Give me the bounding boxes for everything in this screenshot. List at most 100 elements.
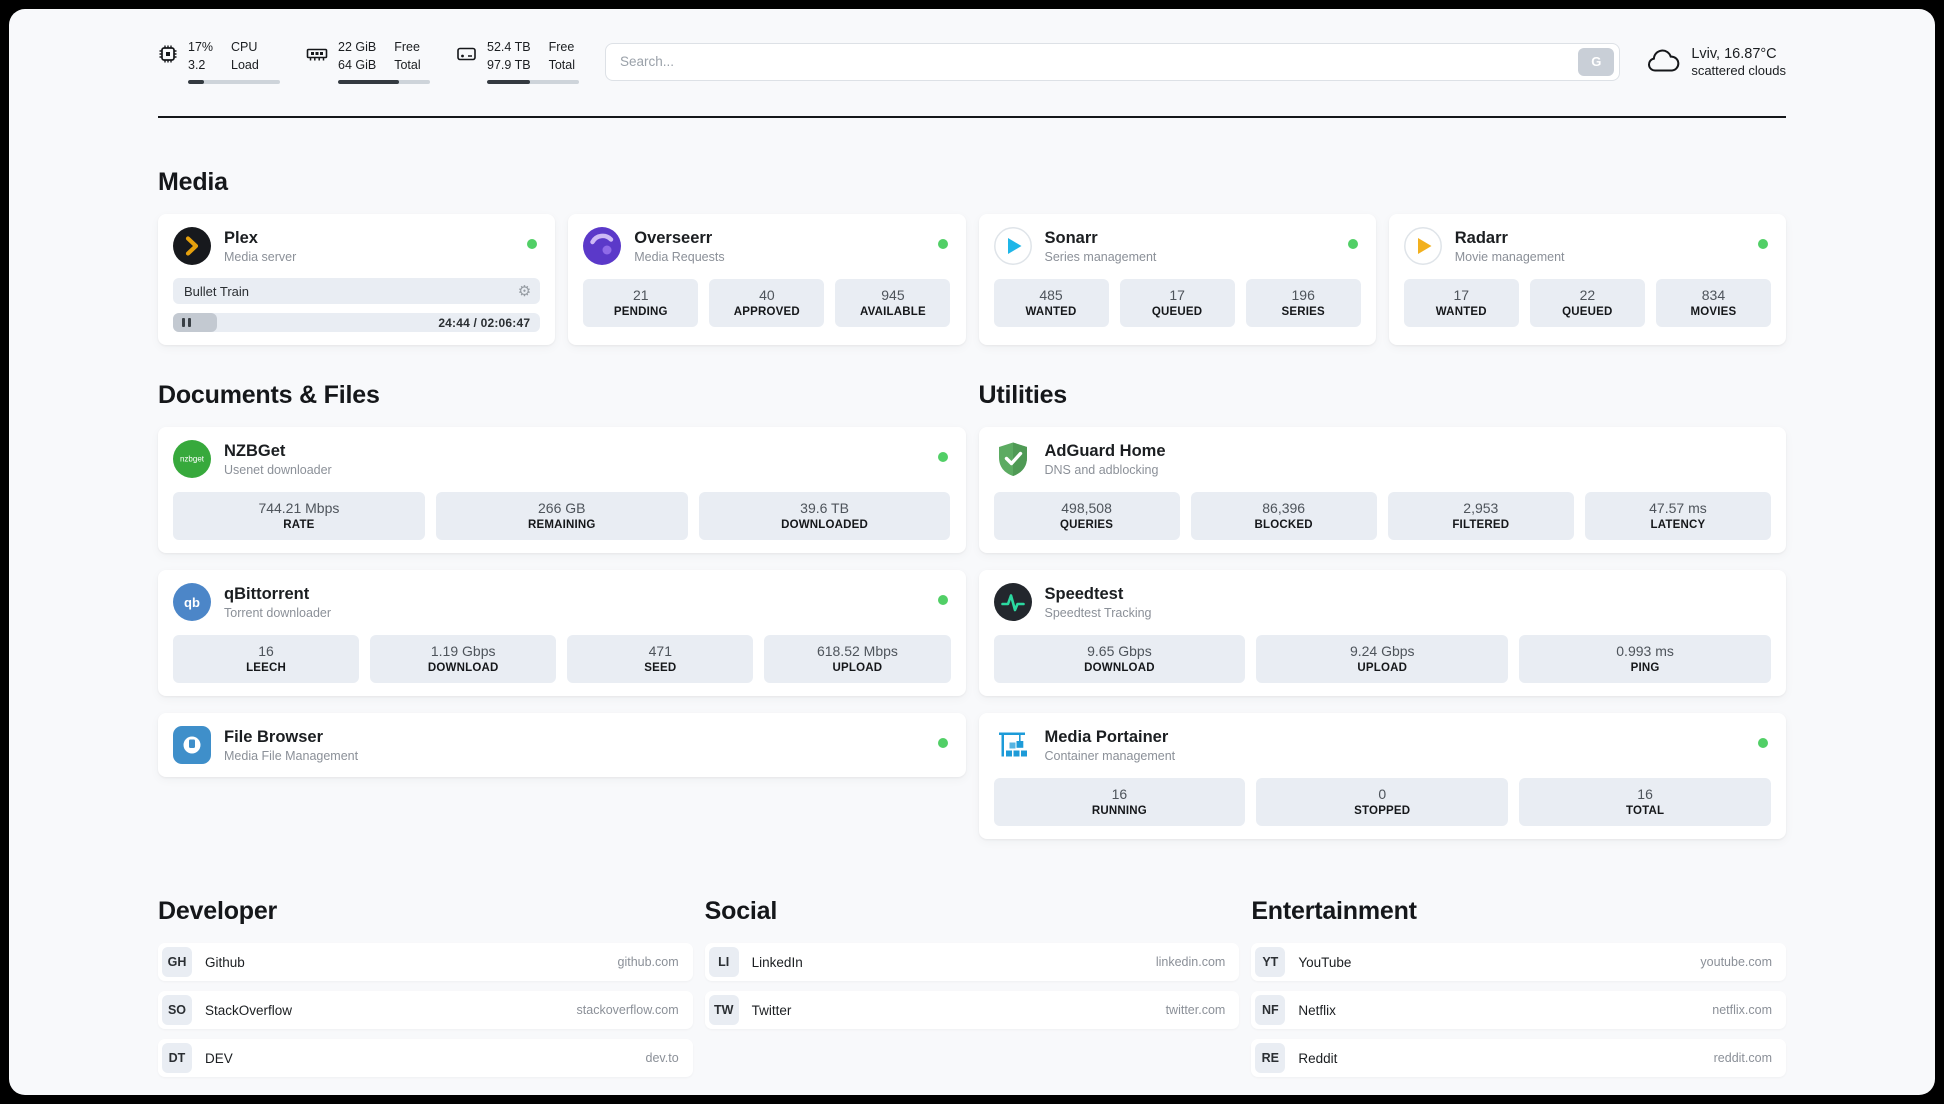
status-online-dot [937, 452, 948, 462]
stat-label: DOWNLOAD [427, 662, 499, 674]
weather-location: Lviv, 16.87°C [1691, 45, 1777, 62]
bookmark-name: YouTube [1298, 954, 1352, 970]
stat-value: 16 [1637, 786, 1653, 802]
status-online-dot [1758, 239, 1768, 249]
app-subtitle: Media File Management [224, 748, 359, 763]
bookmark-reddit[interactable]: RE Reddit reddit.com [1251, 1039, 1786, 1077]
stat-label: PING [1630, 662, 1660, 674]
stat-value: 834 [1701, 287, 1726, 303]
bookmark-name: DEV [205, 1050, 233, 1066]
app-card-sonarr[interactable]: Sonarr Series management 485 WANTED 17 Q… [978, 214, 1376, 345]
stat-label: WANTED [1435, 306, 1487, 318]
stat-value: 945 [881, 287, 905, 303]
stat-label: LEECH [246, 662, 287, 674]
cpu-label-bottom: Load [231, 57, 259, 72]
stat-box-queries: 498,508 QUERIES [993, 492, 1180, 540]
speedtest-icon [993, 583, 1032, 621]
stat-box-download: 1.19 Gbps DOWNLOAD [370, 635, 557, 683]
stat-value: 16 [258, 643, 274, 659]
cpu-percent: 17% [188, 40, 214, 54]
stat-box-approved: 40 APPROVED [709, 279, 825, 327]
bookmark-linkedin[interactable]: LI LinkedIn linkedin.com [704, 943, 1240, 981]
bookmark-url: twitter.com [1165, 1003, 1226, 1017]
bookmark-abbr: TW [708, 995, 739, 1025]
stat-value: 266 GB [538, 500, 586, 516]
bookmark-url: linkedin.com [1155, 955, 1226, 969]
app-title: qBittorrent [224, 584, 310, 603]
stat-box-running: 16 RUNNING [993, 778, 1246, 826]
app-card-qbittorrent[interactable]: qb qBittorrent Torrent downloader 16 LEE… [158, 570, 966, 696]
stat-label: REMAINING [527, 519, 596, 531]
bookmark-netflix[interactable]: NF Netflix netflix.com [1251, 991, 1786, 1029]
weather-condition: scattered clouds [1691, 62, 1786, 78]
stat-label: QUERIES [1059, 519, 1114, 531]
app-card-overseerr[interactable]: Overseerr Media Requests 21 PENDING 40 A… [568, 214, 966, 345]
app-subtitle: DNS and adblocking [1044, 462, 1159, 477]
pause-icon [182, 318, 191, 327]
app-card-speedtest[interactable]: Speedtest Speedtest Tracking 9.65 Gbps D… [978, 570, 1786, 696]
stat-value: 744.21 Mbps [258, 500, 340, 516]
cpu-labels: CPU Load [231, 39, 259, 74]
stat-box-pending: 21 PENDING [583, 279, 699, 327]
disk-usage-bar-fill [487, 80, 531, 84]
playback-progress-bar[interactable]: 24:44 / 02:06:47 [173, 313, 541, 332]
stat-value: 16 [1111, 786, 1128, 802]
app-title: Media Portainer [1044, 727, 1169, 746]
bookmark-name: Github [205, 954, 245, 970]
cpu-values: 17% 3.2 [188, 39, 213, 74]
stat-label: QUEUED [1151, 306, 1203, 318]
playback-progress-fill [173, 313, 218, 332]
stat-label: MOVIES [1690, 306, 1737, 318]
stat-box-series: 196 SERIES [1245, 279, 1361, 327]
stat-box-wanted: 485 WANTED [993, 279, 1109, 327]
stat-value: 22 [1579, 287, 1596, 303]
app-card-adguard[interactable]: AdGuard Home DNS and adblocking 498,508 … [978, 427, 1786, 553]
status-online-dot [1758, 738, 1768, 748]
search-engine-button[interactable]: G [1578, 47, 1615, 76]
ram-icon [306, 44, 328, 64]
filebrowser-icon [173, 726, 211, 764]
adguard-icon [994, 440, 1032, 478]
stat-box-queued: 22 QUEUED [1529, 279, 1645, 327]
app-card-filebrowser[interactable]: File Browser Media File Management [158, 713, 966, 777]
section-title-developer: Developer [158, 897, 278, 925]
stat-label: BLOCKED [1254, 519, 1313, 531]
ram-metric: 22 GiB 64 GiB Free Total [306, 39, 430, 84]
stat-box-movies: 834 MOVIES [1655, 279, 1771, 327]
now-playing-row: Bullet Train ⚙ [173, 278, 541, 304]
status-online-dot [937, 239, 948, 249]
app-title: NZBGet [224, 441, 286, 460]
sonarr-icon [993, 227, 1032, 265]
bookmark-abbr: SO [162, 995, 192, 1025]
plex-icon [173, 227, 211, 265]
app-subtitle: Torrent downloader [224, 605, 332, 620]
app-title: Overseerr [634, 228, 713, 247]
disk-total: 97.9 TB [487, 57, 531, 72]
nzbget-icon: nzbget [173, 440, 211, 478]
cloud-icon [1646, 49, 1680, 75]
app-title: AdGuard Home [1044, 441, 1166, 460]
stat-label: AVAILABLE [859, 306, 926, 318]
bookmark-name: Reddit [1298, 1050, 1338, 1066]
bookmark-stackoverflow[interactable]: SO StackOverflow stackoverflow.com [158, 991, 693, 1029]
app-card-plex[interactable]: Plex Media server Bullet Train ⚙ 24:44 /… [158, 214, 556, 345]
bookmark-dev[interactable]: DT DEV dev.to [158, 1039, 693, 1077]
stat-label: RUNNING [1091, 805, 1147, 817]
bookmark-abbr: GH [162, 947, 192, 977]
bookmark-twitter[interactable]: TW Twitter twitter.com [704, 991, 1240, 1029]
stat-label: DOWNLOADED [781, 519, 869, 531]
stat-box-stopped: 0 STOPPED [1256, 778, 1509, 826]
app-title: Radarr [1454, 228, 1508, 247]
bookmark-youtube[interactable]: YT YouTube youtube.com [1251, 943, 1786, 981]
app-card-portainer[interactable]: Media Portainer Container management 16 … [978, 713, 1786, 839]
bookmark-github[interactable]: GH Github github.com [158, 943, 693, 981]
section-utilities: Utilities AdGuard Home DNS and adblockin… [978, 381, 1786, 839]
app-card-nzbget[interactable]: nzbget NZBGet Usenet downloader 744.21 M… [158, 427, 966, 553]
search-input[interactable] [620, 54, 1579, 69]
bookmark-group-social: Social LI LinkedIn linkedin.com TW Twitt… [704, 897, 1240, 1029]
app-card-radarr[interactable]: Radarr Movie management 17 WANTED 22 QUE… [1388, 214, 1786, 345]
stat-label: PENDING [613, 306, 668, 318]
gear-icon[interactable]: ⚙ [517, 282, 532, 300]
stat-box-rate: 744.21 Mbps RATE [173, 492, 425, 540]
app-title: Sonarr [1044, 228, 1098, 247]
